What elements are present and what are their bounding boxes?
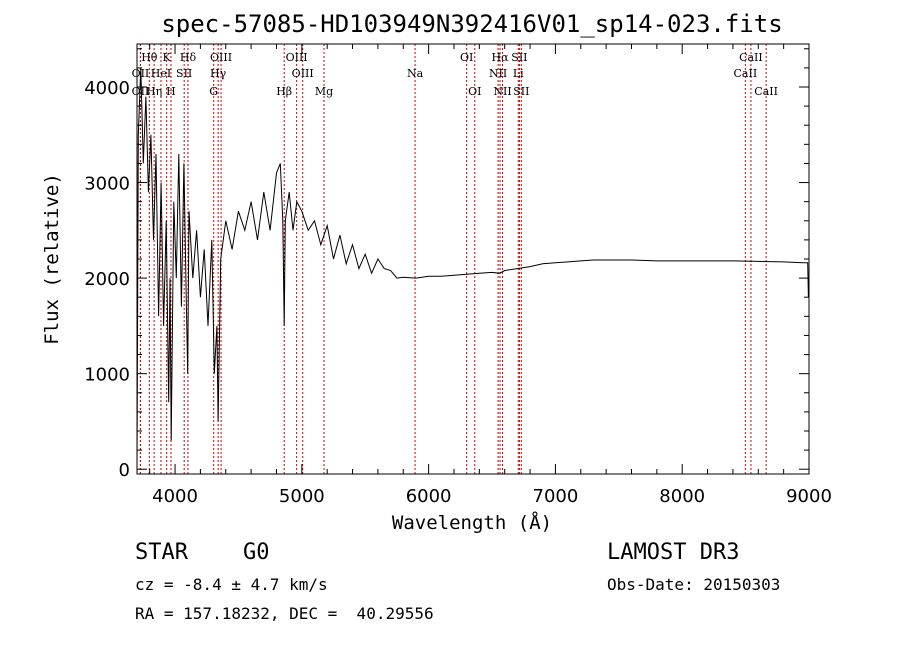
observation-date: Obs-Date: 20150303 <box>607 575 781 594</box>
line-label: K <box>163 51 172 64</box>
x-tick-label: 9000 <box>786 486 832 507</box>
y-axis: 0 1000 2000 3000 4000 <box>84 48 809 481</box>
line-label: OIII <box>292 67 314 80</box>
line-label: Na <box>407 67 424 80</box>
x-tick-label: 5000 <box>279 486 325 507</box>
line-label: Mg <box>315 85 333 98</box>
x-tick-label: 7000 <box>533 486 579 507</box>
survey-name: LAMOST DR3 <box>607 540 740 565</box>
line-label: H <box>166 85 176 98</box>
spectrum-series <box>136 67 809 470</box>
y-tick-label: 4000 <box>84 78 130 99</box>
line-label: OI <box>460 51 473 64</box>
object-type: STAR <box>135 540 188 565</box>
emission-line-markers <box>139 44 767 474</box>
line-label: SII <box>511 51 527 64</box>
x-tick-label: 6000 <box>406 486 452 507</box>
chart-title: spec-57085-HD103949N392416V01_sp14-023.f… <box>161 10 782 38</box>
line-label: Hα <box>491 51 509 64</box>
line-label: OIII <box>286 51 308 64</box>
y-tick-label: 1000 <box>84 365 130 386</box>
line-label: OIII <box>210 51 232 64</box>
line-label: SII <box>513 85 529 98</box>
line-label: CaII <box>754 85 778 98</box>
emission-line-labels: HθOIIOIIHηHeIKHSIIHδGOIIIHγHβOIIIOIIIMgN… <box>132 51 778 98</box>
y-tick-label: 0 <box>119 460 130 481</box>
line-label: G <box>209 85 218 98</box>
line-label: CaII <box>734 67 758 80</box>
line-label: Hη <box>146 85 162 98</box>
x-tick-label: 8000 <box>659 486 705 507</box>
line-label: Hθ <box>141 51 158 64</box>
line-label: HeI <box>151 67 171 80</box>
line-label: CaII <box>739 51 763 64</box>
spectral-subclass: G0 <box>243 540 270 565</box>
x-axis-label: Wavelength (Å) <box>392 511 552 534</box>
line-label: Hδ <box>180 51 197 64</box>
y-tick-label: 2000 <box>84 269 130 290</box>
redshift-velocity: cz = -8.4 ± 4.7 km/s <box>135 575 328 594</box>
line-label: NII <box>493 85 511 98</box>
line-label: NII <box>489 67 507 80</box>
line-label: SII <box>176 67 192 80</box>
line-label: Hβ <box>276 85 292 98</box>
line-label: Hγ <box>210 67 227 80</box>
y-axis-label: Flux (relative) <box>41 173 63 345</box>
line-label: OI <box>468 85 481 98</box>
x-axis: 4000 5000 6000 7000 8000 9000 <box>149 44 832 507</box>
plot-frame <box>136 43 810 475</box>
y-tick-label: 3000 <box>84 174 130 195</box>
coordinates: RA = 157.18232, DEC = 40.29556 <box>135 604 434 623</box>
line-label: Li <box>513 67 524 80</box>
x-tick-label: 4000 <box>152 486 198 507</box>
line-label: OII <box>132 85 150 98</box>
